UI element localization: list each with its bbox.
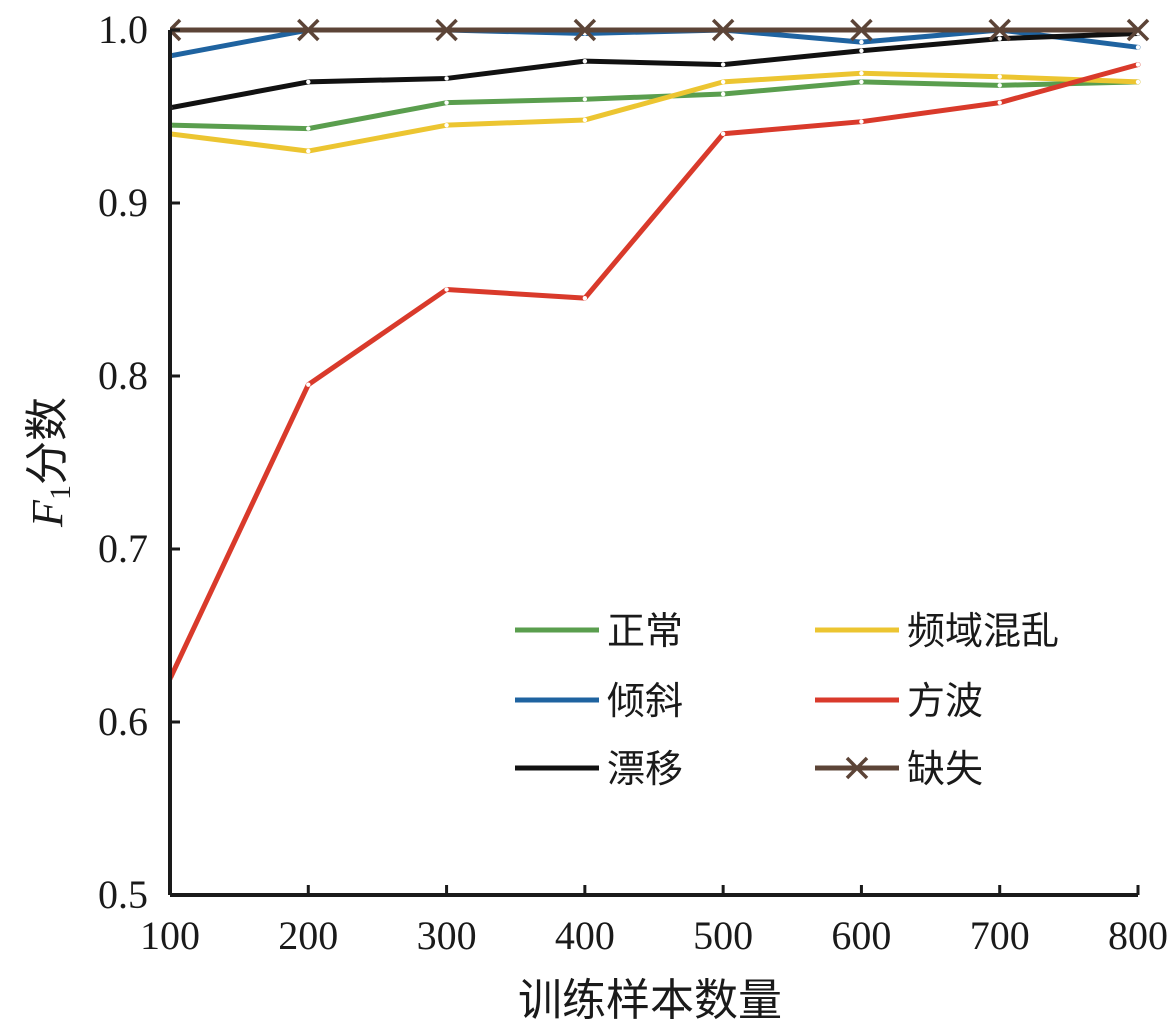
series-marker-6: [573, 18, 597, 42]
series-line-2: [170, 27, 1141, 59]
legend-label: 方波: [907, 679, 983, 723]
x-axis-title: 训练样本数量: [518, 975, 782, 1026]
series-point-3: [582, 58, 588, 64]
series-point-5: [306, 382, 311, 387]
legend-label: 倾斜: [607, 679, 683, 723]
legend-label: 缺失: [907, 747, 983, 791]
series-point-3: [306, 79, 311, 85]
legend-item-3: 漂移: [515, 747, 683, 791]
series-point-2: [1135, 45, 1141, 50]
series-point-3: [997, 36, 1002, 41]
legend-item-6: 缺失: [815, 747, 983, 791]
plot-series: [170, 18, 1150, 682]
series-point-3: [859, 48, 864, 53]
legend-item-2: 倾斜: [515, 679, 683, 723]
y-axis-title-italic: F: [23, 499, 72, 528]
series-line-3: [170, 30, 1141, 111]
axes: [168, 30, 1138, 897]
series-point-1: [582, 97, 588, 102]
series-point-3: [444, 76, 449, 81]
series-line-5: [170, 62, 1141, 682]
y-tick-label: 0.8: [98, 353, 148, 398]
x-tick-label: 400: [555, 913, 615, 958]
legend-item-5: 方波: [815, 679, 983, 723]
y-axis-title-subscript: 1: [44, 485, 77, 500]
x-ticks: 100 200 300 400 500 600 700 800: [140, 885, 1167, 958]
series-point-4: [859, 71, 864, 76]
series-point-4: [582, 117, 588, 123]
series-point-5: [1135, 62, 1141, 67]
series-line-1: [170, 79, 1141, 132]
y-tick-label: 1.0: [98, 7, 148, 52]
legend-label: 正常: [607, 609, 683, 653]
svg-text:F1分数: F1分数: [22, 397, 77, 528]
series-point-1: [859, 79, 864, 85]
series-point-1: [720, 91, 726, 97]
x-tick-label: 500: [693, 913, 753, 958]
series-point-5: [582, 295, 588, 301]
series-marker-6: [850, 18, 873, 42]
x-tick-label: 100: [140, 913, 200, 958]
x-tick-label: 700: [970, 913, 1030, 958]
series-point-1: [997, 83, 1002, 88]
series-marker-6: [988, 18, 1011, 42]
series-marker-6: [170, 18, 182, 42]
series-point-2: [859, 39, 864, 45]
series-point-5: [720, 131, 726, 136]
x-tick-label: 600: [831, 913, 891, 958]
y-tick-label: 0.6: [98, 699, 148, 744]
series-point-1: [444, 100, 449, 105]
legend-label: 漂移: [607, 747, 683, 791]
y-ticks: 0.5 0.6 0.7 0.8 0.9 1.0: [98, 7, 180, 917]
x-tick-label: 800: [1108, 913, 1167, 958]
legend-item-4: 频域混乱: [815, 609, 1059, 653]
x-tick-label: 300: [417, 913, 477, 958]
y-axis-title-text: 分数: [22, 397, 73, 485]
legend-item-1: 正常: [515, 609, 683, 653]
series-point-4: [997, 74, 1002, 79]
series-marker-6: [1126, 18, 1150, 42]
y-tick-label: 0.9: [98, 180, 148, 225]
y-tick-label: 0.5: [98, 872, 148, 917]
series-point-5: [859, 119, 864, 124]
series-point-5: [444, 287, 449, 292]
series-marker-6: [435, 18, 458, 42]
series-point-4: [720, 79, 726, 85]
legend-label: 频域混乱: [907, 609, 1059, 653]
series-point-4: [306, 148, 311, 154]
series-point-4: [1135, 79, 1141, 85]
y-tick-label: 0.7: [98, 526, 148, 571]
y-axis-title: F1分数: [22, 397, 77, 528]
series-marker-6: [297, 18, 320, 42]
series-point-5: [997, 100, 1002, 105]
series-line-4: [170, 70, 1141, 154]
x-tick-label: 200: [278, 913, 338, 958]
series-point-1: [306, 126, 311, 131]
series-marker-6: [711, 18, 735, 42]
series-point-4: [444, 122, 449, 128]
series-point-3: [720, 62, 726, 67]
